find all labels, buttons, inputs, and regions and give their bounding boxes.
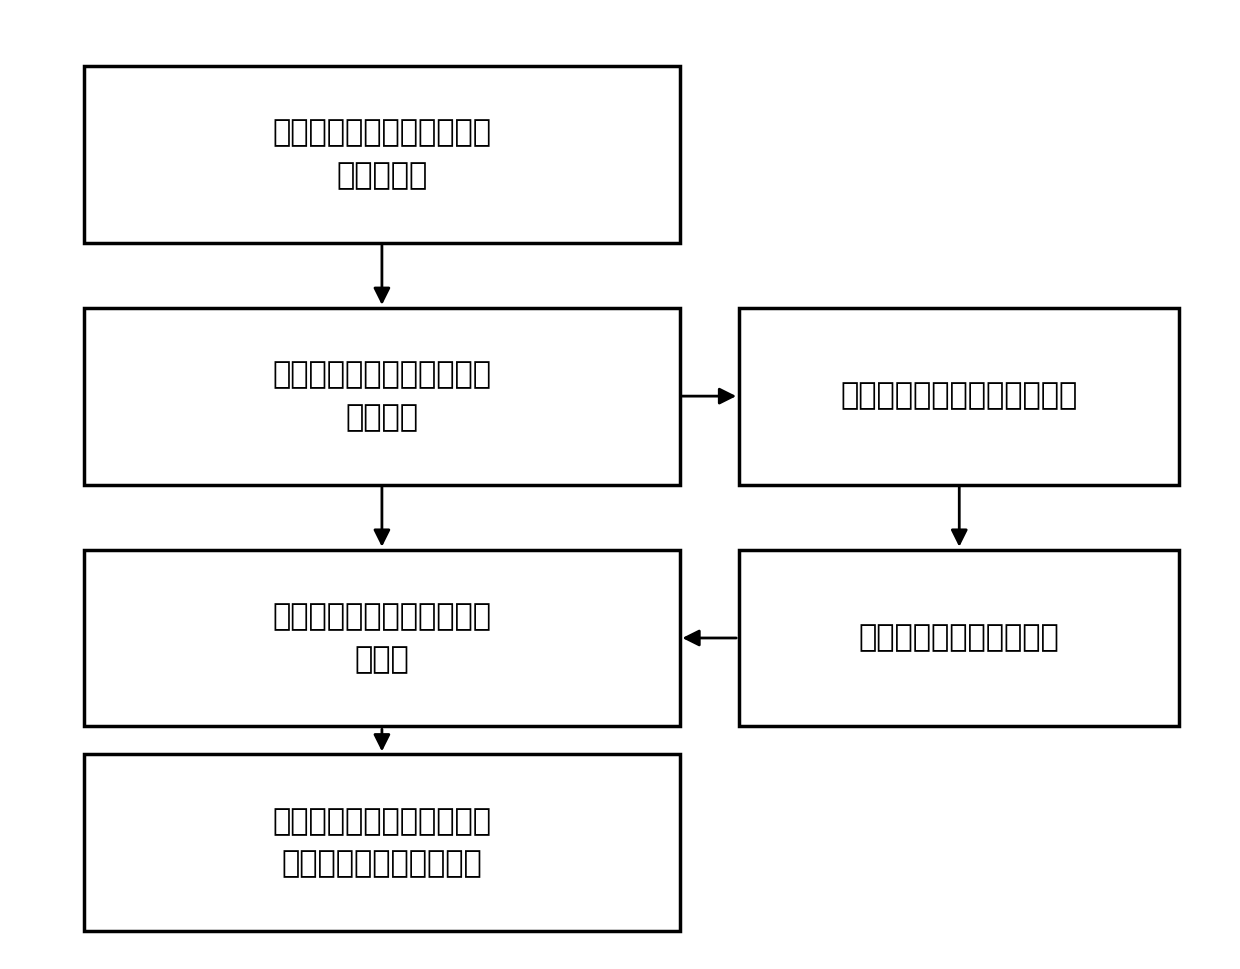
Text: 考虑错位量的齿轮有限元接
触计算: 考虑错位量的齿轮有限元接 触计算: [273, 602, 491, 673]
Text: 传动系统模型静力学求解: 传动系统模型静力学求解: [859, 623, 1060, 652]
Text: 不考虑错位量的齿轮有限元
接触计算: 不考虑错位量的齿轮有限元 接触计算: [273, 360, 491, 432]
Text: 建立齿轮传动系统有限元模型: 建立齿轮传动系统有限元模型: [841, 382, 1078, 411]
Bar: [84, 549, 680, 727]
Bar: [84, 66, 680, 242]
Bar: [84, 754, 680, 931]
Text: 齿轮接触计算与传动系统静
力学计算之间的迭代求解: 齿轮接触计算与传动系统静 力学计算之间的迭代求解: [273, 807, 491, 879]
Bar: [739, 308, 1179, 484]
Text: 建立准双曲面齿轮有限元接
触计算模型: 建立准双曲面齿轮有限元接 触计算模型: [273, 118, 491, 190]
Bar: [84, 308, 680, 484]
Bar: [739, 549, 1179, 727]
